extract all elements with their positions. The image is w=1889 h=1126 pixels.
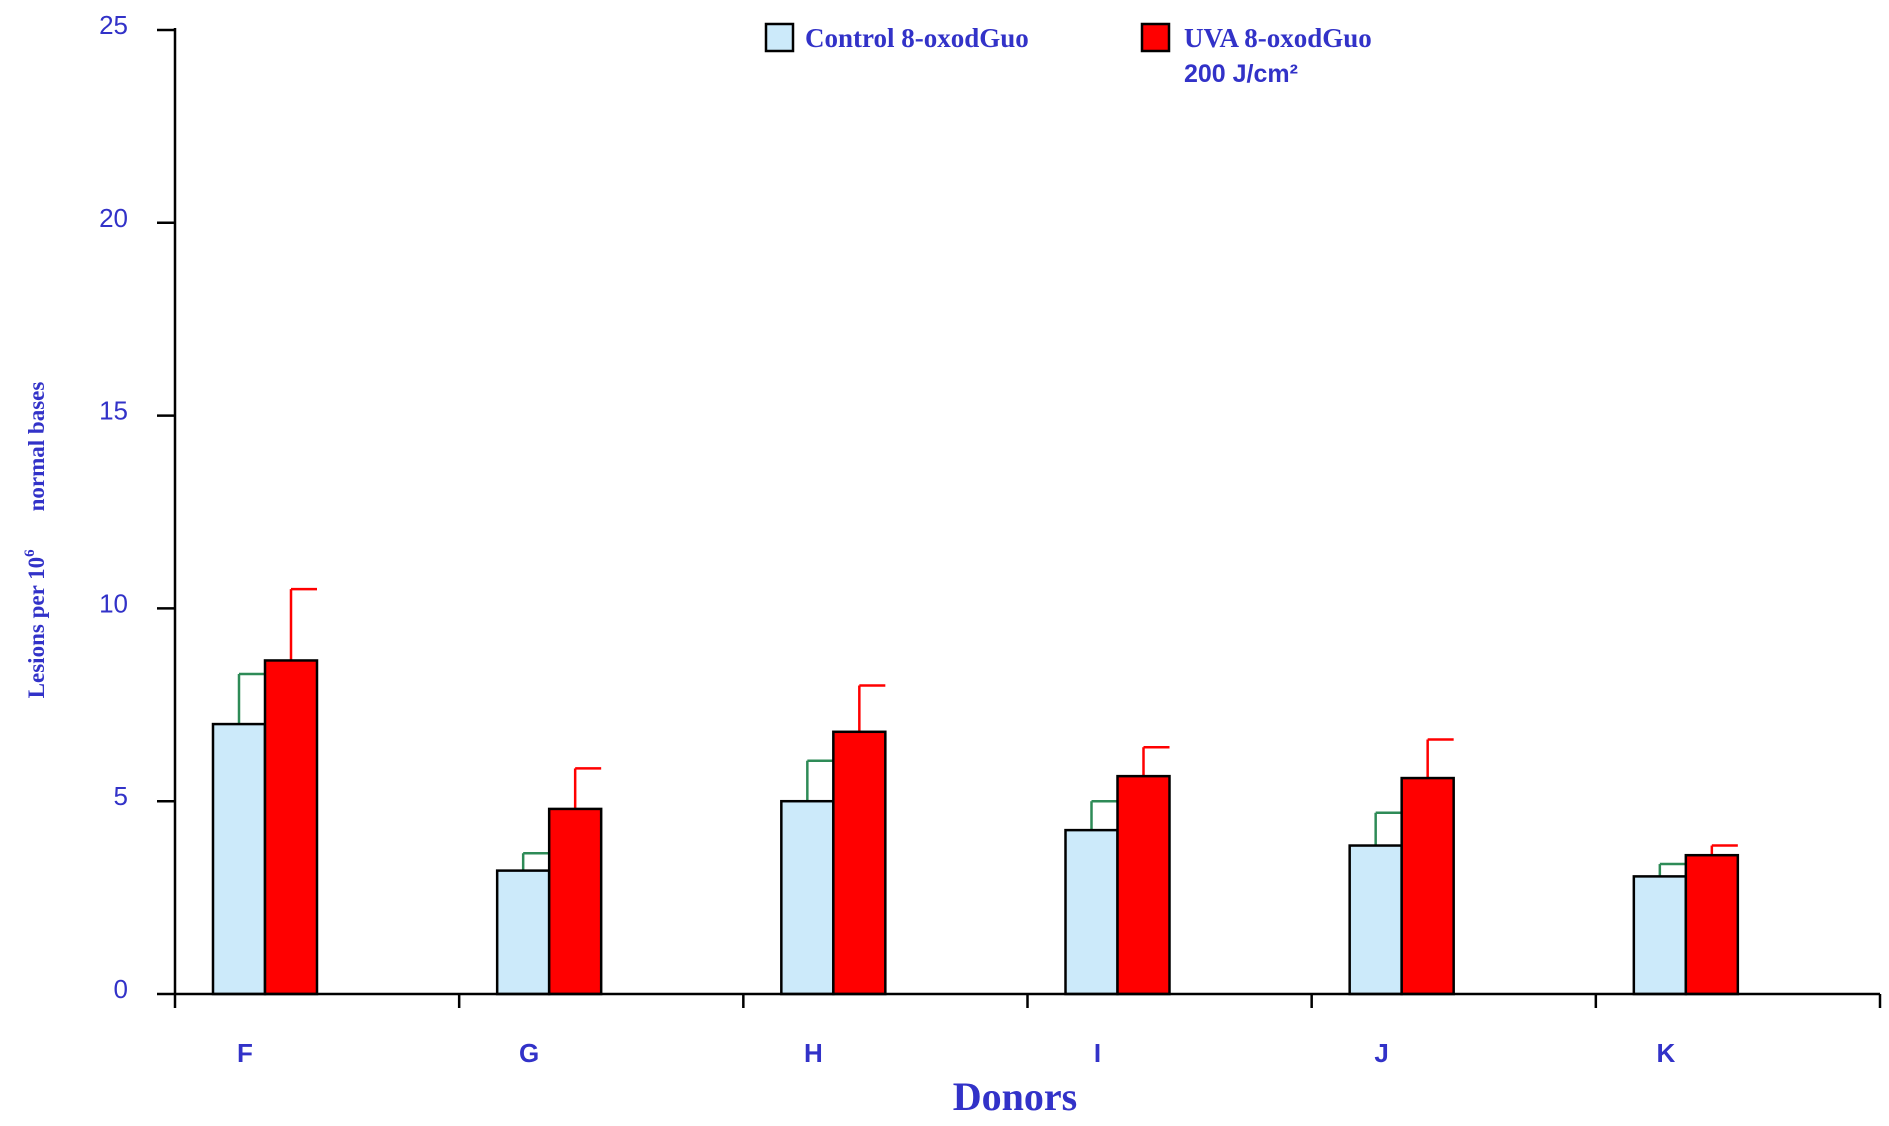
y-axis-label-part1: Lesions per 10 xyxy=(24,557,49,698)
bar-uva-I xyxy=(1116,774,1171,996)
bar-control-F xyxy=(211,722,267,996)
bar-control-I xyxy=(1064,828,1119,996)
bar-control-G xyxy=(495,869,551,996)
bar-uva-K xyxy=(1684,853,1740,996)
legend-swatch-control xyxy=(764,22,795,53)
x-category-label: G xyxy=(519,1038,539,1068)
bar-uva-J xyxy=(1400,776,1455,996)
bars-layer xyxy=(211,587,1740,996)
legend-label-uva-dose: 200 J/cm² xyxy=(1184,60,1298,88)
legend-label-uva: UVA 8-oxodGuo xyxy=(1184,23,1372,53)
y-tick-label: 10 xyxy=(99,588,128,618)
x-category-labels: F G H I J K xyxy=(237,1038,1675,1068)
y-tick-label: 15 xyxy=(99,396,128,426)
y-axis-label-part2: normal bases xyxy=(24,382,49,512)
bar-control-H xyxy=(780,799,835,996)
y-tick-label: 20 xyxy=(99,203,128,233)
x-category-label: J xyxy=(1374,1038,1388,1068)
axes-layer xyxy=(157,28,1882,1008)
y-tick-label: 0 xyxy=(114,974,128,1004)
bar-uva-H xyxy=(832,730,887,996)
bar-control-K xyxy=(1632,875,1688,996)
y-axis-label-superscript: 6 xyxy=(22,549,38,557)
x-category-label: K xyxy=(1656,1038,1675,1068)
bar-uva-F xyxy=(263,659,319,996)
x-axis-label: Donors xyxy=(953,1074,1077,1119)
legend: Control 8-oxodGuo UVA 8-oxodGuo 200 J/cm… xyxy=(764,22,1372,88)
x-category-label: H xyxy=(804,1038,823,1068)
y-tick-label: 5 xyxy=(114,781,128,811)
y-tick-label: 25 xyxy=(99,10,128,40)
x-category-label: I xyxy=(1094,1038,1101,1068)
y-tick-labels: 0 5 10 15 20 25 xyxy=(99,10,128,1004)
legend-label-control: Control 8-oxodGuo xyxy=(805,23,1029,53)
bar-control-J xyxy=(1348,844,1403,996)
bar-uva-G xyxy=(547,807,603,996)
y-axis-label: Lesions per 106 normal bases xyxy=(22,382,49,699)
legend-swatch-uva xyxy=(1140,22,1171,53)
x-category-label: F xyxy=(237,1038,253,1068)
